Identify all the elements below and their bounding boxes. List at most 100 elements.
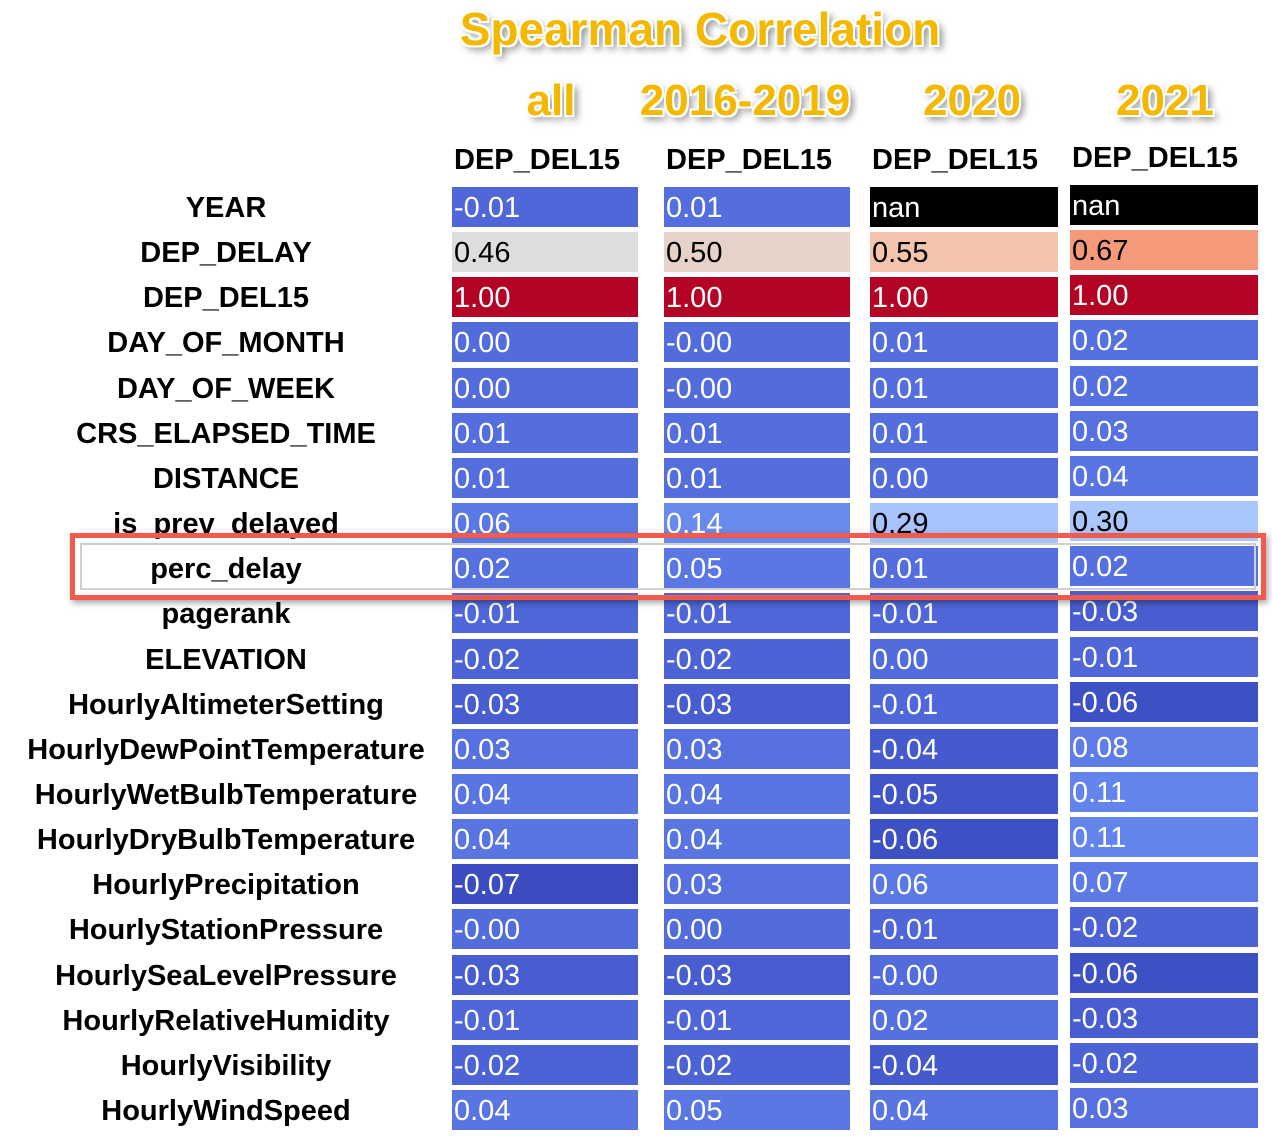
heatmap-cell: -0.01 <box>870 683 1058 724</box>
heatmap-cell: 0.04 <box>664 819 850 860</box>
heatmap-cell: 0.00 <box>870 638 1058 679</box>
heatmap-cell: 0.29 <box>870 503 1058 544</box>
heatmap-cell: nan <box>1070 185 1258 225</box>
heatmap-cell: 0.02 <box>870 999 1058 1040</box>
heatmap-cell: 0.02 <box>452 548 638 589</box>
heatmap-cell: 0.04 <box>664 773 850 814</box>
heatmap-cell: -0.01 <box>452 999 638 1040</box>
row-label: HourlyStationPressure <box>68 914 384 947</box>
heatmap-cell: 0.46 <box>452 232 638 273</box>
heatmap-cell: -0.01 <box>1070 636 1258 677</box>
heatmap-cell: 0.01 <box>664 457 850 498</box>
heatmap-cell: 0.30 <box>1070 501 1258 542</box>
heatmap-cell: -0.02 <box>1070 1042 1258 1083</box>
heatmap-cell: -0.02 <box>664 1044 850 1085</box>
heatmap-cell: 1.00 <box>452 277 638 318</box>
heatmap-cell: -0.02 <box>1070 907 1258 948</box>
chart-title: Spearman Correlation <box>459 3 941 55</box>
heatmap-cell: 1.00 <box>1070 275 1258 316</box>
heatmap-cell: 0.03 <box>664 728 850 769</box>
row-label: HourlyWindSpeed <box>101 1095 351 1127</box>
heatmap-cell: 0.01 <box>452 412 638 453</box>
column-header-1: DEP_DEL15 <box>454 144 621 176</box>
heatmap-cell: 0.03 <box>664 864 850 905</box>
heatmap-cell: 0.01 <box>870 412 1058 453</box>
column-header-4: DEP_DEL15 <box>1072 142 1239 174</box>
heatmap-cell: -0.02 <box>452 638 638 679</box>
row-label: perc_delay <box>150 553 302 586</box>
heatmap-cell: 0.04 <box>870 1090 1058 1130</box>
heatmap-cell: -0.05 <box>870 773 1058 814</box>
heatmap-cell: -0.01 <box>452 187 638 227</box>
heatmap-cell: -0.07 <box>452 864 638 905</box>
column-header-3: DEP_DEL15 <box>872 144 1039 176</box>
heatmap-cell: 0.01 <box>870 367 1058 408</box>
heatmap-cell: 0.02 <box>1070 320 1258 361</box>
heatmap-cell: -0.06 <box>1070 952 1258 993</box>
heatmap-cell: -0.00 <box>870 954 1058 995</box>
heatmap-cell: 0.00 <box>452 367 638 408</box>
heatmap-cell: 0.07 <box>1070 862 1258 903</box>
heatmap-cell: -0.02 <box>664 638 850 679</box>
heatmap-cell: -0.06 <box>870 819 1058 860</box>
group-label-4: 2021 <box>1116 76 1214 125</box>
row-label: HourlySeaLevelPressure <box>55 959 397 992</box>
heatmap-cell: 0.04 <box>452 1090 638 1130</box>
group-label-3: 2020 <box>923 76 1021 125</box>
heatmap-cell: -0.03 <box>664 683 850 724</box>
heatmap-cell: 0.05 <box>664 548 850 589</box>
row-label: HourlyDryBulbTemperature <box>36 824 416 857</box>
heatmap-cell: 0.06 <box>870 864 1058 905</box>
row-label: CRS_ELAPSED_TIME <box>76 417 376 450</box>
heatmap-cell: -0.00 <box>452 909 638 950</box>
heatmap-cell: 0.01 <box>870 322 1058 363</box>
heatmap-cell: 0.55 <box>870 232 1058 273</box>
heatmap-cell: -0.01 <box>664 593 850 634</box>
heatmap-cell: 0.00 <box>870 457 1058 498</box>
column-header-2: DEP_DEL15 <box>666 144 833 176</box>
heatmap-cell: 0.01 <box>452 457 638 498</box>
heatmap-cell: nan <box>870 187 1058 227</box>
heatmap-cell: 0.01 <box>664 187 850 227</box>
heatmap-cell: -0.01 <box>870 593 1058 634</box>
group-label-2: 2016-2019 <box>639 76 851 125</box>
heatmap-cell: 0.01 <box>664 412 850 453</box>
row-label: HourlyPrecipitation <box>92 869 360 902</box>
heatmap-cell: -0.00 <box>664 367 850 408</box>
row-label: pagerank <box>161 598 291 631</box>
row-label: DEP_DELAY <box>140 237 312 270</box>
heatmap-cell: -0.04 <box>870 1044 1058 1085</box>
heatmap-cell: 0.01 <box>870 548 1058 589</box>
heatmap-cell: 1.00 <box>664 277 850 318</box>
row-label: HourlyVisibility <box>120 1049 332 1082</box>
heatmap-cell: 0.11 <box>1070 771 1258 812</box>
heatmap-cell: -0.03 <box>1070 997 1258 1038</box>
heatmap-cell: -0.02 <box>452 1044 638 1085</box>
row-label: HourlyDewPointTemperature <box>27 733 425 766</box>
heatmap-cell: 0.14 <box>664 503 850 544</box>
heatmap-cell: -0.01 <box>664 999 850 1040</box>
heatmap-cell: 0.03 <box>1070 410 1258 451</box>
row-label: DAY_OF_WEEK <box>116 372 336 405</box>
heatmap-cell: -0.01 <box>452 593 638 634</box>
heatmap-cell: 0.03 <box>452 728 638 769</box>
heatmap-cell: 0.03 <box>1070 1088 1258 1128</box>
row-label: DEP_DEL15 <box>142 282 309 315</box>
heatmap-cell: -0.03 <box>664 954 850 995</box>
heatmap-cell: 0.00 <box>452 322 638 363</box>
heatmap-cell: 0.04 <box>452 819 638 860</box>
row-label: DAY_OF_MONTH <box>107 327 345 360</box>
row-label: DISTANCE <box>152 462 300 495</box>
heatmap-cell: 0.11 <box>1070 817 1258 858</box>
heatmap-cell: -0.01 <box>870 909 1058 950</box>
heatmap-cell: -0.03 <box>452 683 638 724</box>
row-label: HourlyAltimeterSetting <box>68 688 384 721</box>
row-label: ELEVATION <box>145 643 307 676</box>
heatmap-cell: -0.03 <box>1070 591 1258 632</box>
group-label-1: all <box>526 76 576 125</box>
heatmap-cell: 0.02 <box>1070 365 1258 406</box>
heatmap-cell: 0.05 <box>664 1090 850 1130</box>
heatmap-cell: -0.00 <box>664 322 850 363</box>
row-label: HourlyRelativeHumidity <box>62 1004 390 1037</box>
heatmap-cell: 0.04 <box>452 773 638 814</box>
